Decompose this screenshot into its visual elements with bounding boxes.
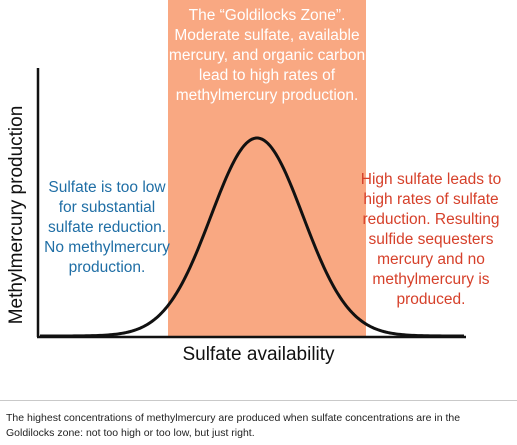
y-axis-label: Methylmercury production <box>6 105 27 325</box>
plot-axes <box>36 68 466 339</box>
goldilocks-zone-text: The “Goldilocks Zone”. Moderate sulfate,… <box>168 7 366 104</box>
caption-divider <box>0 400 517 401</box>
figure-caption: The highest concentrations of methylmerc… <box>6 412 461 439</box>
low-sulfate-note: Sulfate is too low for substantial sulfa… <box>44 179 170 276</box>
diagram: The “Goldilocks Zone”. Moderate sulfate,… <box>6 0 502 365</box>
high-sulfate-note: High sulfate leads to high rates of sulf… <box>360 171 502 308</box>
x-axis-label: Sulfate availability <box>182 344 335 365</box>
goldilocks-zone-band <box>168 0 366 337</box>
bell-curve <box>40 136 464 338</box>
